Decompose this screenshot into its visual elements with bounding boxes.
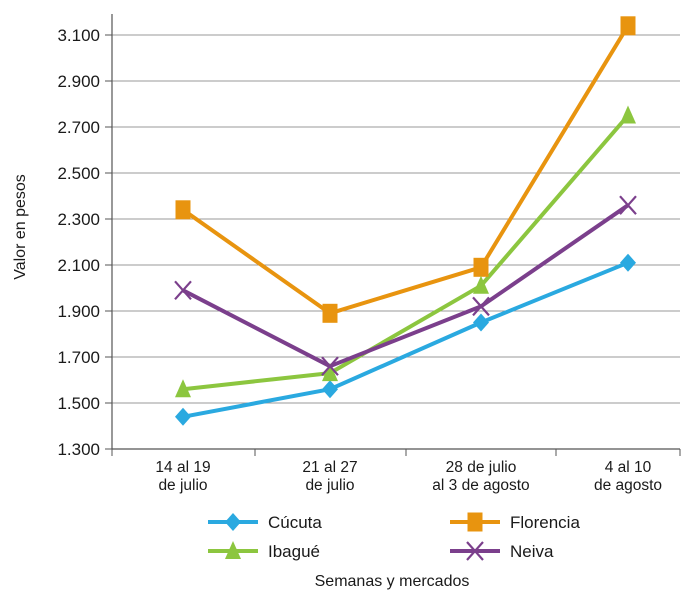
x-tick-labels: 14 al 19 de julio 21 al 27 de julio 28 de ju… [155,459,662,494]
y-tick-label: 1.300 [57,440,100,459]
x-axis-title: Semanas y mercados [315,573,470,590]
series-line-ibague [182,114,630,392]
series-line-neiva [182,203,630,369]
gridlines [105,34,680,450]
y-tick-label: 2.500 [57,164,100,183]
legend-item-neiva: Neiva [450,541,554,561]
data-point-ibague [620,105,636,124]
legend-label: Ibagué [268,542,320,561]
data-point-cucuta [620,253,636,272]
legend-item-florencia: Florencia [450,512,580,532]
y-axis-title: Valor en pesos [12,174,29,280]
data-point-florencia [473,257,489,277]
data-point-ibague [473,275,489,294]
axes [111,14,681,456]
legend-marker [466,541,484,561]
series-markers [174,16,637,426]
data-point-florencia [620,16,636,36]
legend: Cúcuta Florencia Ibagué Neiva [208,512,580,561]
x-tick-label: 28 de julio al 3 de agosto [432,459,529,494]
series-lines [181,24,630,419]
data-point-neiva [472,296,490,317]
legend-label: Cúcuta [268,513,322,532]
y-tick-label: 2.700 [57,118,100,137]
y-tick-labels: 1.300 1.500 1.700 1.900 2.100 2.300 2.500 2.700… [57,26,100,459]
series-line-cucuta [182,260,629,419]
data-point-cucuta [473,313,489,332]
legend-marker [225,513,241,531]
x-tick-label: 4 al 10 de agosto [594,459,662,494]
data-point-florencia [175,200,191,220]
series-line-florencia [181,24,630,316]
y-tick-label: 2.100 [57,256,100,275]
legend-label: Florencia [510,513,580,532]
data-point-neiva [174,280,192,301]
data-point-florencia [322,303,338,323]
x-tick-label: 21 al 27 de julio [302,459,357,494]
data-point-neiva [321,356,339,376]
legend-label: Neiva [510,542,554,561]
y-tick-label: 3.100 [57,26,100,45]
legend-item-cucuta: Cúcuta [208,513,322,532]
x-tick-label: 14 al 19 de julio [155,459,210,494]
legend-marker [225,541,241,559]
y-tick-label: 1.700 [57,348,100,367]
data-point-ibague [322,363,338,382]
data-point-neiva [619,195,637,215]
data-point-cucuta [322,380,338,399]
y-tick-label: 1.900 [57,302,100,321]
data-point-ibague [175,379,191,398]
y-tick-label: 1.500 [57,394,100,413]
data-point-cucuta [175,407,191,426]
legend-marker [467,512,483,532]
y-tick-label: 2.300 [57,210,100,229]
legend-item-ibague: Ibagué [208,541,320,561]
y-tick-label: 2.900 [57,72,100,91]
